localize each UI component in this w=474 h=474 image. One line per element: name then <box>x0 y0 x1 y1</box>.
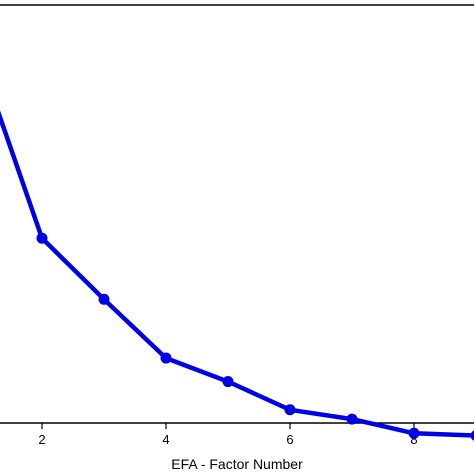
x-axis-ticks: 2 4 6 8 <box>38 423 418 447</box>
x-tick-label: 6 <box>286 432 293 447</box>
data-point <box>36 232 48 244</box>
series-points <box>36 232 474 441</box>
x-tick-label: 4 <box>162 432 169 447</box>
x-tick-label: 8 <box>410 432 417 447</box>
data-point <box>160 352 172 364</box>
data-point <box>346 413 358 425</box>
plot-frame <box>0 4 474 424</box>
x-axis-title: EFA - Factor Number <box>171 456 303 472</box>
data-point <box>470 430 474 441</box>
data-point <box>222 376 234 388</box>
data-point <box>408 427 420 439</box>
data-point <box>98 293 110 305</box>
series-line <box>0 110 474 438</box>
x-tick-label: 2 <box>38 432 45 447</box>
data-point <box>284 404 296 416</box>
